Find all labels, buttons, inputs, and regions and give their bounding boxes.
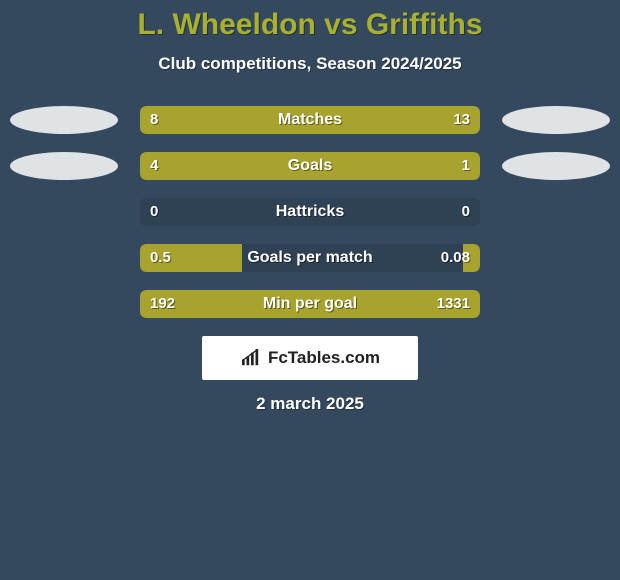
metric-row: 41Goals — [0, 152, 620, 180]
metric-right-value: 1331 — [427, 290, 480, 318]
metric-bar: 41Goals — [140, 152, 480, 180]
metric-right-value: 0.08 — [431, 244, 480, 272]
metric-left-value: 0.5 — [140, 244, 181, 272]
metric-bar: 0 0Hattricks — [140, 198, 480, 226]
brand-badge[interactable]: FcTables.com — [202, 336, 418, 380]
player-right-oval — [502, 152, 610, 180]
metric-bar: 0.50.08Goals per match — [140, 244, 480, 272]
subtitle: Club competitions, Season 2024/2025 — [0, 54, 620, 74]
metric-row: 0 0Hattricks — [0, 198, 620, 226]
page-title: L. Wheeldon vs Griffiths — [0, 8, 620, 42]
metric-bar: 1921331Min per goal — [140, 290, 480, 318]
metric-label: Hattricks — [140, 198, 480, 226]
brand-text: FcTables.com — [268, 348, 380, 368]
metric-left-value: 4 — [140, 152, 168, 180]
metric-left-value: 0 — [140, 198, 168, 226]
player-left-oval — [10, 152, 118, 180]
date-label: 2 march 2025 — [0, 394, 620, 414]
player-left-oval — [10, 106, 118, 134]
metrics-list: 813Matches41Goals00Hattricks0.50.08Goals… — [0, 106, 620, 318]
metric-left-value: 8 — [140, 106, 168, 134]
player-right-oval — [502, 106, 610, 134]
bar-left-fill — [140, 152, 402, 180]
bar-chart-icon — [240, 349, 262, 367]
metric-right-value: 13 — [443, 106, 480, 134]
metric-row: 1921331Min per goal — [0, 290, 620, 318]
metric-bar: 813Matches — [140, 106, 480, 134]
comparison-card: L. Wheeldon vs Griffiths Club competitio… — [0, 0, 620, 414]
metric-right-value: 1 — [452, 152, 480, 180]
metric-right-value: 0 — [452, 198, 480, 226]
metric-row: 813Matches — [0, 106, 620, 134]
metric-row: 0.50.08Goals per match — [0, 244, 620, 272]
metric-left-value: 192 — [140, 290, 185, 318]
